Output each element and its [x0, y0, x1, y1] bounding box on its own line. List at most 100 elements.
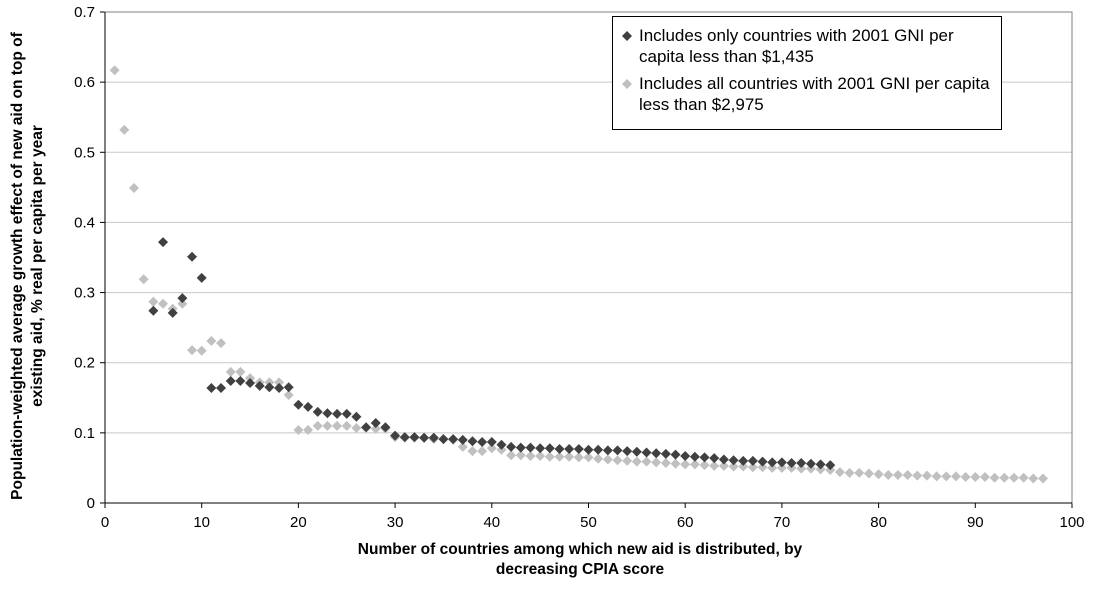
point: [641, 447, 652, 458]
point: [206, 335, 217, 346]
point: [312, 420, 323, 431]
point: [477, 436, 488, 447]
point: [583, 444, 594, 455]
point: [999, 472, 1010, 483]
point: [747, 462, 758, 473]
point: [303, 425, 314, 436]
point: [776, 462, 787, 473]
point: [757, 456, 768, 467]
point: [602, 454, 613, 465]
x-tick-label: 0: [101, 514, 109, 531]
point: [718, 454, 729, 465]
point: [264, 382, 275, 393]
point: [245, 378, 256, 389]
point: [950, 471, 961, 482]
point: [138, 274, 149, 285]
point: [216, 338, 227, 349]
point: [660, 458, 671, 469]
x-tick-label: 60: [677, 514, 694, 531]
point: [583, 452, 594, 463]
point: [148, 296, 159, 307]
point: [593, 453, 604, 464]
point: [332, 408, 343, 419]
legend-diamond: [622, 79, 632, 89]
point: [689, 451, 700, 462]
point: [641, 456, 652, 467]
legend-diamond: [622, 31, 632, 41]
point: [979, 472, 990, 483]
point: [796, 458, 807, 469]
legend-label: Includes all countries with 2001 GNI per…: [639, 74, 990, 114]
y-axis-label: Population-weighted average growth effec…: [9, 32, 46, 500]
point: [709, 460, 720, 471]
point: [515, 450, 526, 461]
point: [573, 452, 584, 463]
point: [796, 463, 807, 474]
point: [564, 451, 575, 462]
point: [1037, 473, 1048, 484]
point: [293, 399, 304, 410]
point: [670, 449, 681, 460]
point: [631, 456, 642, 467]
point: [593, 444, 604, 455]
legend-item: Includes all countries with 2001 GNI per…: [621, 73, 995, 115]
point: [457, 434, 468, 445]
point: [525, 451, 536, 462]
point: [283, 382, 294, 393]
point: [757, 462, 768, 473]
point: [312, 406, 323, 417]
point: [187, 345, 198, 356]
point: [651, 448, 662, 459]
point: [158, 237, 169, 248]
point: [815, 459, 826, 470]
point: [728, 461, 739, 472]
point: [612, 445, 623, 456]
point: [535, 451, 546, 462]
x-axis-label: Number of countries among which new aid …: [357, 541, 803, 578]
point: [254, 380, 265, 391]
point: [622, 455, 633, 466]
point: [718, 460, 729, 471]
x-tick-label: 10: [193, 514, 210, 531]
point: [622, 446, 633, 457]
point: [216, 382, 227, 393]
legend-label: Includes only countries with 2001 GNI pe…: [639, 26, 954, 66]
point: [506, 450, 517, 461]
point: [902, 469, 913, 480]
point: [941, 471, 952, 482]
point: [370, 423, 381, 434]
point: [225, 366, 236, 377]
point: [670, 458, 681, 469]
point: [196, 272, 207, 283]
point: [767, 462, 778, 473]
point: [747, 455, 758, 466]
x-tick-label: 20: [290, 514, 307, 531]
x-tick-label: 30: [387, 514, 404, 531]
x-tick-label: 80: [870, 514, 887, 531]
x-tick-label: 70: [774, 514, 791, 531]
point: [535, 443, 546, 454]
y-tick-label: 0.1: [74, 425, 95, 442]
point: [196, 345, 207, 356]
point: [863, 468, 874, 479]
point: [361, 422, 372, 433]
point: [235, 375, 246, 386]
point: [274, 382, 285, 393]
point: [921, 470, 932, 481]
x-tick-label: 100: [1059, 514, 1084, 531]
point: [332, 420, 343, 431]
point: [167, 307, 178, 318]
point: [457, 441, 468, 452]
point: [380, 422, 391, 433]
point: [728, 455, 739, 466]
point: [544, 443, 555, 454]
point: [486, 443, 497, 454]
point: [303, 401, 314, 412]
point: [486, 436, 497, 447]
point: [148, 305, 159, 316]
point: [805, 458, 816, 469]
point: [564, 443, 575, 454]
point: [680, 451, 691, 462]
point: [892, 469, 903, 480]
point: [119, 124, 130, 135]
